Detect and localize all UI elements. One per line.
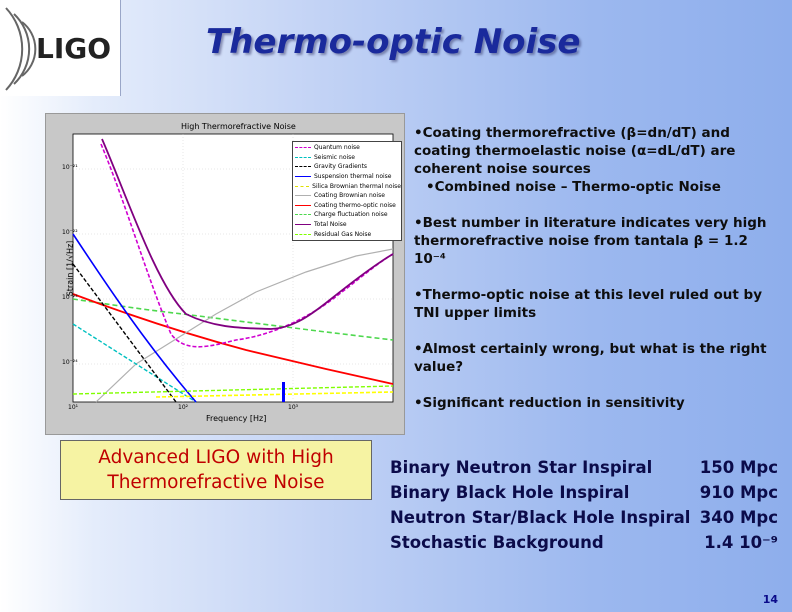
curve-coating-brownian bbox=[95, 248, 394, 403]
x-tick: 10¹ bbox=[68, 404, 79, 411]
logo-arcs-icon bbox=[5, 7, 37, 91]
result-row: Neutron Star/Black Hole Inspiral 340 Mpc bbox=[390, 505, 778, 530]
x-tick: 10² bbox=[178, 404, 189, 411]
bullet-list: •Coating thermorefractive (β=dn/dT) and … bbox=[414, 124, 784, 412]
result-value: 910 Mpc bbox=[699, 483, 778, 502]
legend-item: Gravity Gradients bbox=[293, 162, 401, 172]
callout-line: Thermorefractive Noise bbox=[107, 472, 325, 493]
violin-mode-spike bbox=[282, 382, 285, 402]
legend-item: Seismic noise bbox=[293, 153, 401, 163]
x-tick: 10³ bbox=[288, 404, 299, 411]
legend-item: Suspension thermal noise bbox=[293, 172, 401, 182]
bullet-item: •Almost certainly wrong, but what is the… bbox=[414, 341, 767, 375]
bullet-item: •Coating thermorefractive (β=dn/dT) and … bbox=[414, 125, 736, 177]
result-value: 340 Mpc bbox=[699, 508, 778, 527]
callout-line: Advanced LIGO with High bbox=[98, 447, 334, 468]
logo-text: LIGO bbox=[36, 32, 112, 65]
result-row: Binary Neutron Star Inspiral 150 Mpc bbox=[390, 455, 778, 480]
page-number: 14 bbox=[762, 593, 778, 606]
curve-gravity-gradients bbox=[72, 263, 177, 403]
curve-quantum bbox=[100, 143, 394, 348]
ligo-logo: LIGO bbox=[0, 0, 121, 96]
curve-suspension-thermal bbox=[72, 233, 197, 403]
legend-item: Silica Brownian thermal noise bbox=[293, 181, 401, 191]
curve-total-noise bbox=[101, 138, 394, 330]
result-row: Binary Black Hole Inspiral 910 Mpc bbox=[390, 480, 778, 505]
curve-seismic bbox=[72, 323, 197, 403]
y-tick: 10⁻²⁴ bbox=[62, 359, 78, 366]
plot-title: High Thermorefractive Noise bbox=[181, 122, 296, 131]
curve-charge-fluctuation bbox=[72, 298, 394, 341]
y-tick: 10⁻²³ bbox=[62, 294, 78, 301]
result-value: 150 Mpc bbox=[699, 458, 778, 477]
result-label: Neutron Star/Black Hole Inspiral bbox=[390, 508, 691, 527]
legend-item: Total Noise bbox=[293, 220, 401, 230]
slide-title: Thermo-optic Noise bbox=[206, 22, 581, 62]
bullet-item: •Significant reduction in sensitivity bbox=[414, 395, 685, 411]
y-tick: 10⁻²² bbox=[62, 229, 78, 236]
x-axis-label: Frequency [Hz] bbox=[206, 414, 267, 423]
result-label: Binary Black Hole Inspiral bbox=[390, 483, 630, 502]
noise-plot: High Thermorefractive Noise 10⁻²¹ 10⁻²² … bbox=[45, 113, 405, 435]
y-tick: 10⁻²¹ bbox=[62, 164, 78, 171]
curve-silica-brownian bbox=[155, 391, 394, 398]
curve-coating-thermo-optic bbox=[72, 293, 394, 385]
legend-item: Charge fluctuation noise bbox=[293, 210, 401, 220]
legend-item: Residual Gas Noise bbox=[293, 229, 401, 239]
result-value: 1.4 10⁻⁹ bbox=[704, 533, 778, 552]
curve-residual-gas bbox=[72, 385, 394, 395]
legend-item: Coating Brownian noise bbox=[293, 191, 401, 201]
result-label: Binary Neutron Star Inspiral bbox=[390, 458, 653, 477]
legend-item: Quantum noise bbox=[293, 143, 401, 153]
bullet-sub-item: •Combined noise – Thermo-optic Noise bbox=[426, 179, 721, 195]
bullet-item: •Thermo-optic noise at this level ruled … bbox=[414, 287, 763, 321]
plot-legend: Quantum noise Seismic noise Gravity Grad… bbox=[292, 141, 402, 241]
y-axis-label: Strain [1/√Hz] bbox=[65, 240, 75, 297]
result-label: Stochastic Background bbox=[390, 533, 604, 552]
legend-item: Coating thermo-optic noise bbox=[293, 201, 401, 211]
sensitivity-results: Binary Neutron Star Inspiral 150 Mpc Bina… bbox=[390, 455, 778, 555]
callout-box: Advanced LIGO with High Thermorefractive… bbox=[60, 440, 372, 500]
result-row: Stochastic Background 1.4 10⁻⁹ bbox=[390, 530, 778, 555]
bullet-item: •Best number in literature indicates ver… bbox=[414, 215, 767, 267]
